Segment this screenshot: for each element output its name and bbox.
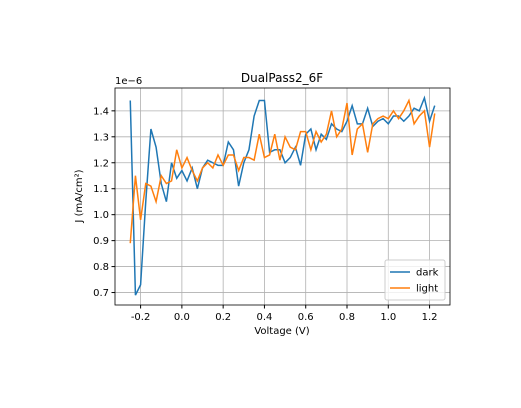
x-tick-label: 0.6: [298, 312, 314, 323]
x-tick-label: 0.8: [339, 312, 355, 323]
x-tick-label: 0.2: [215, 312, 231, 323]
y-axis-label: J (mA/cm²): [74, 169, 85, 223]
y-tick-label: 0.9: [93, 236, 109, 247]
line-series: [129, 98, 436, 244]
x-axis-label: Voltage (V): [254, 326, 309, 337]
y-tick-label: 1.1: [93, 184, 109, 195]
x-tick-label: -0.2: [131, 312, 151, 323]
legend-label: dark: [416, 268, 439, 279]
y-tick-label: 1.4: [93, 106, 109, 117]
y-offset-label: 1e−6: [115, 76, 142, 87]
legend: dark light: [384, 259, 446, 301]
x-tick-label: 0.0: [174, 312, 190, 323]
legend-label: light: [416, 284, 438, 295]
y-tick-label: 0.8: [93, 262, 109, 273]
legend-frame: [384, 259, 446, 301]
x-tick-label: 1.2: [422, 312, 438, 323]
plot-frame: [114, 87, 451, 306]
x-tick-label: 0.4: [256, 312, 272, 323]
y-tick-label: 1.2: [93, 158, 109, 169]
x-tick-label: 1.0: [380, 312, 396, 323]
chart-title: DualPass2_6F: [241, 71, 323, 85]
y-tick-label: 0.7: [93, 288, 109, 299]
y-tick-label: 1.0: [93, 210, 109, 221]
line-series: [129, 95, 436, 296]
y-tick-label: 1.3: [93, 132, 109, 143]
